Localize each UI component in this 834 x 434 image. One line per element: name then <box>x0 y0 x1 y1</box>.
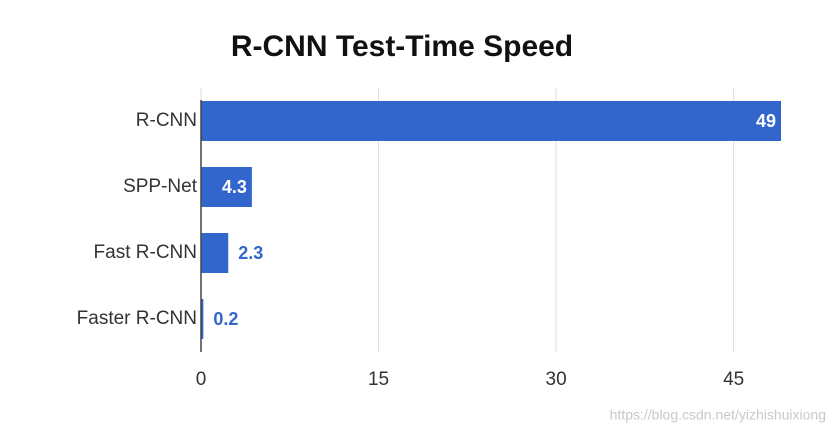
x-tick-label: 30 <box>546 369 567 390</box>
bar <box>201 167 252 207</box>
y-tick-label: SPP-Net <box>123 176 198 197</box>
bar <box>201 233 229 273</box>
value-label: 49 <box>756 111 776 131</box>
y-tick-label: Fast R-CNN <box>94 242 197 263</box>
value-label: 4.3 <box>222 177 247 197</box>
watermark: https://blog.csdn.net/yizhishuixiong <box>610 407 826 423</box>
y-tick-label: Faster R-CNN <box>77 308 197 329</box>
value-label: 2.3 <box>238 243 263 263</box>
y-tick-label: R-CNN <box>136 110 197 131</box>
x-tick-label: 0 <box>196 369 207 390</box>
x-tick-label: 45 <box>723 369 744 390</box>
bar <box>201 299 204 339</box>
bar <box>201 101 781 141</box>
value-label: 0.2 <box>213 309 238 329</box>
chart-title: R-CNN Test-Time Speed <box>231 30 573 63</box>
x-tick-label: 15 <box>368 369 389 390</box>
